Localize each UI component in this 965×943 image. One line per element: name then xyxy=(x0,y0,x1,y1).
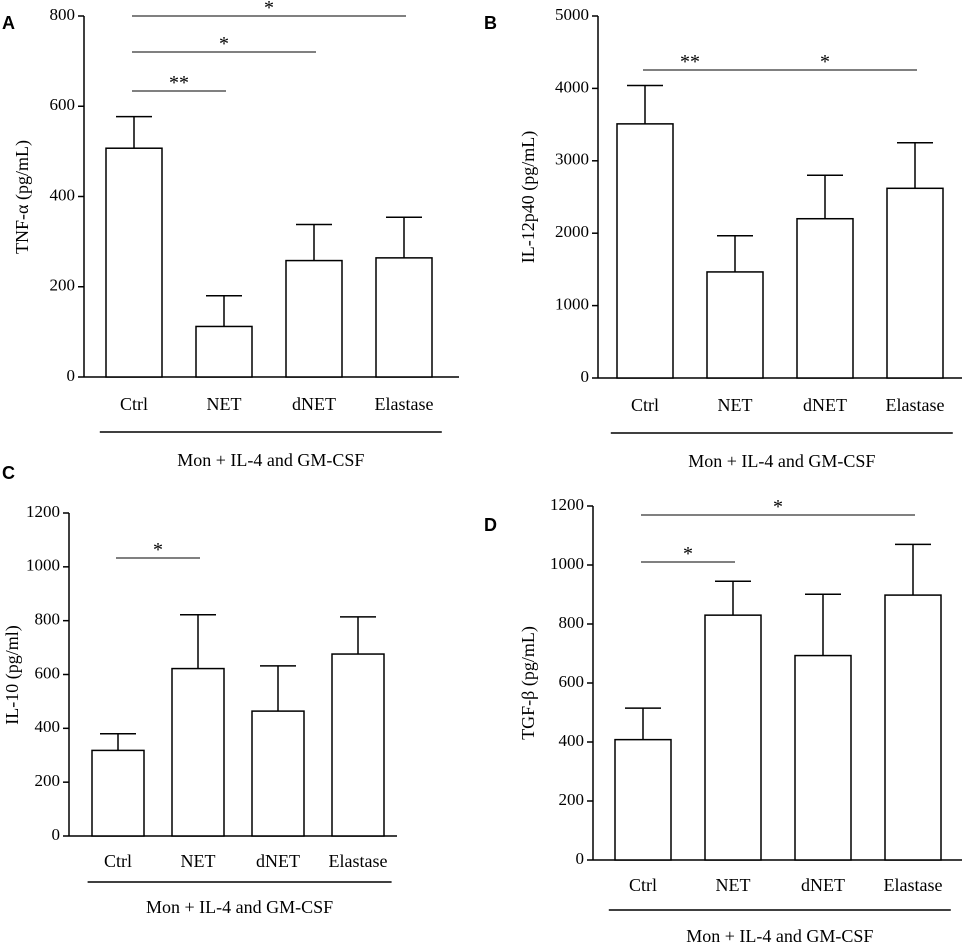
y-tick-label: 400 xyxy=(559,731,585,750)
significance-marker: * xyxy=(820,51,830,73)
category-label: NET xyxy=(716,875,751,895)
y-axis-label: IL-12p40 (pg/mL) xyxy=(518,131,539,263)
y-axis-label: IL-10 (pg/ml) xyxy=(2,625,23,724)
category-label: dNET xyxy=(801,875,845,895)
bar-elastase xyxy=(375,257,433,378)
category-label: dNET xyxy=(803,395,847,415)
panel-letter: A xyxy=(2,13,15,33)
category-label: NET xyxy=(207,394,242,414)
y-axis-label: TGF-β (pg/mL) xyxy=(518,626,539,740)
bar-ctrl xyxy=(616,123,674,379)
significance-marker: * xyxy=(264,0,274,19)
y-axis-label: TNF-α (pg/mL) xyxy=(12,140,33,254)
significance-marker: * xyxy=(153,539,163,561)
y-tick-label: 1000 xyxy=(555,295,589,314)
y-tick-label: 200 xyxy=(50,276,76,295)
category-label: Elastase xyxy=(884,875,943,895)
bar-dnet xyxy=(285,259,343,378)
group-label: Mon + IL-4 and GM-CSF xyxy=(146,897,333,917)
bar-net xyxy=(704,614,762,861)
bar-elastase xyxy=(331,653,385,837)
panel-letter: D xyxy=(484,515,497,535)
category-label: NET xyxy=(181,851,216,871)
y-tick-label: 400 xyxy=(50,185,76,204)
y-tick-label: 800 xyxy=(559,613,585,632)
group-label: Mon + IL-4 and GM-CSF xyxy=(688,451,875,471)
category-label: NET xyxy=(718,395,753,415)
y-tick-label: 5000 xyxy=(555,5,589,24)
y-tick-label: 4000 xyxy=(555,77,589,96)
bar-ctrl xyxy=(614,738,672,861)
y-tick-label: 1200 xyxy=(550,495,584,514)
bar-ctrl xyxy=(91,749,145,837)
category-label: Ctrl xyxy=(120,394,148,414)
panel-letter: C xyxy=(2,463,15,483)
panel-c: C 0 200 400 600 800 1000 1200 IL-10 (pg/ml) Ctrl N… xyxy=(2,463,397,917)
bar-elastase xyxy=(884,594,942,861)
panel-b: B 0 1000 2000 3000 4000 5000 IL-12p40 (pg/mL) Ct… xyxy=(484,5,962,471)
bar-dnet xyxy=(251,710,305,837)
significance-marker: * xyxy=(683,543,693,565)
group-label: Mon + IL-4 and GM-CSF xyxy=(686,926,873,943)
significance-marker: ** xyxy=(680,51,700,73)
category-label: dNET xyxy=(256,851,300,871)
category-label: Elastase xyxy=(375,394,434,414)
category-label: Ctrl xyxy=(104,851,132,871)
y-tick-label: 600 xyxy=(35,663,61,682)
y-tick-label: 1200 xyxy=(26,502,60,521)
category-label: dNET xyxy=(292,394,336,414)
y-tick-label: 0 xyxy=(67,366,76,385)
panel-d: D 0 200 400 600 800 1000 1200 TGF-β (pg/mL) Ctrl N… xyxy=(484,495,962,943)
bar-net xyxy=(195,325,253,378)
y-tick-label: 400 xyxy=(35,717,61,736)
y-tick-label: 600 xyxy=(50,95,76,114)
panel-letter: B xyxy=(484,13,497,33)
category-label: Ctrl xyxy=(631,395,659,415)
category-label: Ctrl xyxy=(629,875,657,895)
group-label: Mon + IL-4 and GM-CSF xyxy=(177,450,364,470)
significance-marker: * xyxy=(219,33,229,55)
significance-marker: * xyxy=(773,496,783,518)
y-tick-label: 0 xyxy=(52,825,61,844)
bar-dnet xyxy=(796,217,854,379)
bar-dnet xyxy=(794,654,852,861)
y-tick-label: 600 xyxy=(559,672,585,691)
significance-marker: ** xyxy=(169,72,189,94)
y-tick-label: 3000 xyxy=(555,150,589,169)
y-tick-label: 200 xyxy=(559,790,585,809)
y-tick-label: 200 xyxy=(35,771,61,790)
bar-net xyxy=(171,667,225,837)
category-label: Elastase xyxy=(329,851,388,871)
y-tick-label: 0 xyxy=(576,849,585,868)
y-tick-label: 800 xyxy=(50,5,76,24)
bar-ctrl xyxy=(105,147,163,378)
panel-a: A 0 200 400 600 800 TNF-α (pg/mL) Ctrl NET dNET El… xyxy=(2,0,459,470)
y-tick-label: 800 xyxy=(35,610,61,629)
y-tick-label: 2000 xyxy=(555,222,589,241)
bar-elastase xyxy=(886,187,944,379)
y-tick-label: 0 xyxy=(581,367,590,386)
bar-net xyxy=(706,271,764,379)
y-tick-label: 1000 xyxy=(26,556,60,575)
y-tick-label: 1000 xyxy=(550,554,584,573)
category-label: Elastase xyxy=(886,395,945,415)
